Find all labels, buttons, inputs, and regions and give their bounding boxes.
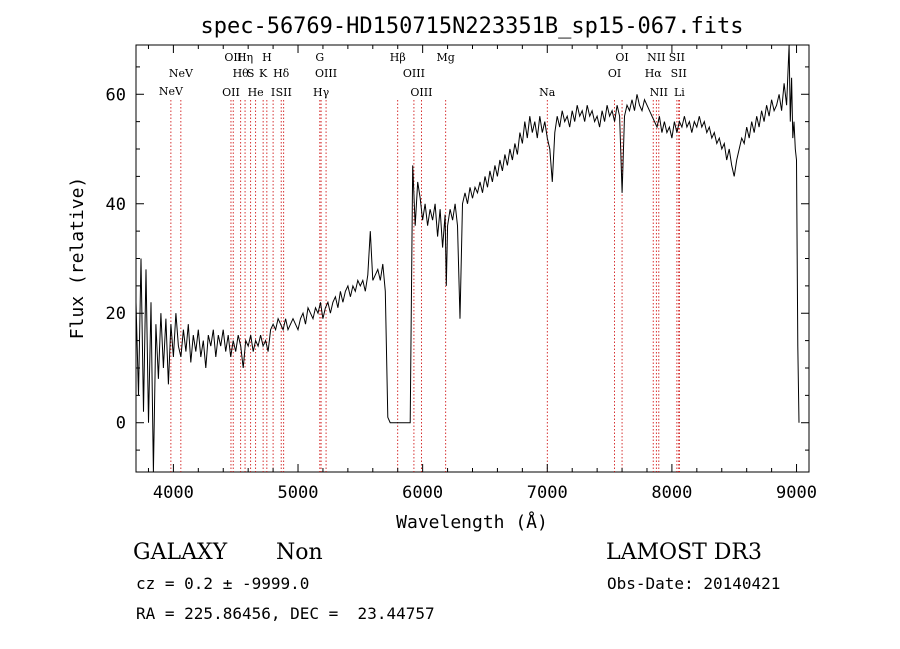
object-class: GALAXY: [133, 540, 228, 565]
spectral-line-label: S: [247, 67, 255, 80]
object-subclass: Non: [276, 540, 323, 565]
y-tick-label: 0: [116, 414, 126, 434]
spectrum-series-line: [135, 44, 800, 473]
x-axis-label: Wavelength (Å): [396, 511, 548, 533]
y-axis-label: Flux (relative): [67, 177, 88, 340]
spectral-line-labels: NeV NeV OII OII Hθ Hη S He KH I Hδ SII G Hγ OIII Hβ OIII…: [159, 51, 687, 99]
x-tick-label: 4000: [153, 483, 194, 503]
spectral-line-markers: [170, 100, 680, 472]
chart-title: spec-56769-HD150715N223351B_sp15-067.fit…: [200, 14, 743, 39]
spectral-line-label: He: [248, 86, 264, 99]
spectral-line-label: OIII: [403, 67, 425, 80]
spectral-line-label: Hα: [645, 67, 663, 80]
spectral-line-label: OII: [224, 51, 242, 64]
plot-frame: [135, 44, 810, 473]
coordinates-text: RA = 225.86456, DEC = 23.44757: [136, 604, 435, 623]
spectral-line-label: I: [271, 86, 275, 99]
spectral-line-label: Hθ: [233, 67, 250, 80]
spectral-line-label: G: [315, 51, 324, 64]
spectral-line-label: H: [262, 51, 272, 64]
x-tick-label: 5000: [278, 483, 319, 503]
spectral-line-label: OII: [222, 86, 240, 99]
spectral-line-label: NII: [647, 51, 665, 64]
spectral-line-label: SII: [669, 51, 685, 64]
spectral-line-label: NII: [650, 86, 668, 99]
spectral-line-label: OI: [615, 51, 628, 64]
x-tick-label: 9000: [776, 483, 817, 503]
spectral-line-label: OIII: [315, 67, 337, 80]
redshift-text: cz = 0.2 ± -9999.0: [136, 574, 310, 593]
y-tick-label: 40: [106, 195, 126, 215]
y-axis-ticks: 0 20 40 60: [106, 66, 809, 451]
survey-name: LAMOST DR3: [606, 540, 762, 565]
x-tick-label: 7000: [527, 483, 568, 503]
spectral-line-label: Hβ: [390, 51, 406, 64]
x-tick-label: 6000: [402, 483, 443, 503]
spectral-line-label: SII: [671, 67, 687, 80]
spectral-line-label: SII: [276, 86, 292, 99]
spectral-line-label: Hδ: [273, 67, 290, 80]
spectral-line-label: K: [259, 67, 268, 80]
y-tick-label: 60: [106, 85, 126, 105]
spectral-line-label: Li: [674, 86, 685, 99]
spectral-line-label: Mg: [437, 51, 455, 64]
spectral-line-label: OIII: [410, 86, 432, 99]
obs-date-text: Obs-Date: 20140421: [607, 574, 781, 593]
spectral-line-label: OI: [608, 67, 621, 80]
y-tick-label: 20: [106, 304, 126, 324]
spectral-line-label: NeV: [169, 67, 194, 80]
spectral-line-label: NeV: [159, 85, 184, 98]
spectral-line-label: Na: [539, 86, 556, 99]
spectral-line-label: Hη: [237, 51, 253, 64]
x-axis-ticks: 4000 5000 6000 7000 8000 9000: [147, 45, 817, 503]
x-tick-label: 8000: [651, 483, 692, 503]
spectral-line-label: Hγ: [313, 86, 330, 99]
